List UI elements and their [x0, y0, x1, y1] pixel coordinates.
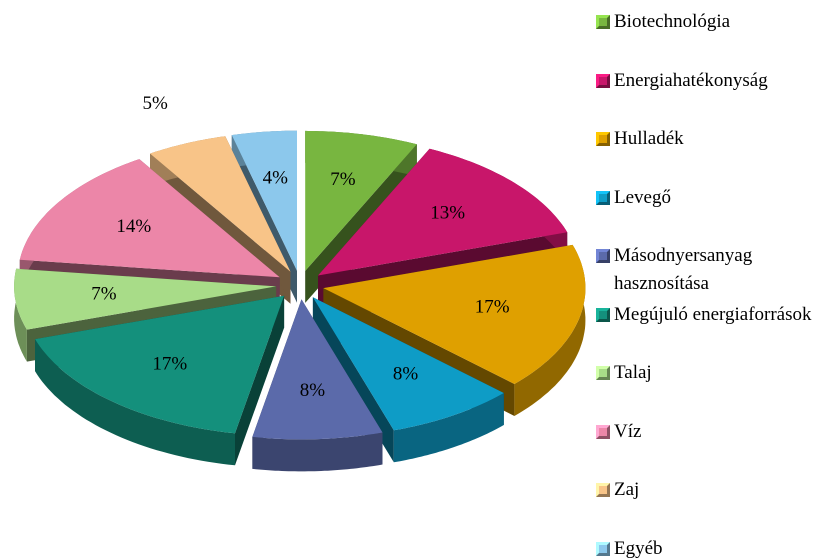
slice-top: [305, 130, 417, 271]
data-label: 8%: [300, 380, 326, 401]
slice-side: [235, 295, 285, 466]
legend-swatch: [596, 132, 610, 146]
data-label: 4%: [263, 167, 289, 188]
data-label: 17%: [152, 353, 187, 374]
data-label: 17%: [475, 297, 510, 318]
legend-swatch: [596, 249, 610, 263]
legend-swatch: [596, 541, 610, 556]
legend-item: Energiahatékonyság: [596, 67, 832, 95]
slice: [252, 299, 383, 472]
legend-swatch: [596, 366, 610, 380]
legend-swatch: [596, 15, 610, 29]
legend-label: Egyéb: [614, 537, 663, 559]
legend-label: Hulladék: [614, 128, 684, 149]
slice-top: [231, 130, 297, 271]
legend-item: Levegő: [596, 184, 832, 212]
slice-top: [150, 136, 291, 272]
legend-item: Megújuló energiaforrások: [596, 301, 832, 329]
slice-side: [35, 339, 235, 466]
data-label: 7%: [330, 169, 356, 190]
data-label: 5%: [143, 93, 169, 114]
legend-item: Talaj: [596, 359, 832, 387]
legend-label: Zaj: [614, 479, 640, 500]
legend-label: Víz: [614, 420, 642, 442]
data-label: 13%: [430, 203, 465, 224]
slice-side: [252, 432, 383, 472]
legend-swatch: [596, 424, 610, 439]
legend-label: Megújuló energiaforrások: [614, 303, 812, 325]
data-label: 8%: [393, 364, 419, 385]
legend-label: Talaj: [614, 362, 652, 383]
slice-top: [19, 159, 280, 278]
legend-item: Zaj: [596, 476, 832, 504]
legend-label: Levegő: [614, 186, 671, 208]
slice-side: [393, 393, 504, 463]
legend-swatch: [596, 73, 610, 88]
legend-label: Másodnyersanyag hasznosítása: [614, 245, 753, 294]
legend-label: Biotechnológia: [614, 11, 731, 32]
slice: [35, 295, 285, 466]
legend-item: Víz: [596, 418, 832, 446]
legend-item: Hulladék: [596, 125, 832, 153]
slice-top: [323, 244, 586, 384]
slice-top: [252, 299, 383, 440]
legend-swatch: [596, 483, 610, 497]
slice-side: [514, 244, 586, 416]
legend-item: Biotechnológia: [596, 8, 832, 36]
pie-area: 7% 13% 17% 8% 8% 17% 7% 14% 5% 4%: [14, 93, 586, 472]
data-label: 14%: [116, 216, 151, 237]
slice-top: [312, 297, 504, 431]
legend-label: Energiahatékonyság: [614, 69, 768, 91]
legend-item: Egyéb: [596, 535, 832, 560]
data-label: 7%: [91, 283, 117, 304]
slice-top: [14, 268, 277, 330]
legend-item: Másodnyersanyag hasznosítása: [596, 242, 832, 298]
slice-top: [35, 295, 285, 434]
legend-swatch: [596, 307, 610, 322]
slice-top: [318, 148, 568, 276]
legend-swatch: [596, 190, 610, 205]
slice-side: [14, 268, 27, 362]
